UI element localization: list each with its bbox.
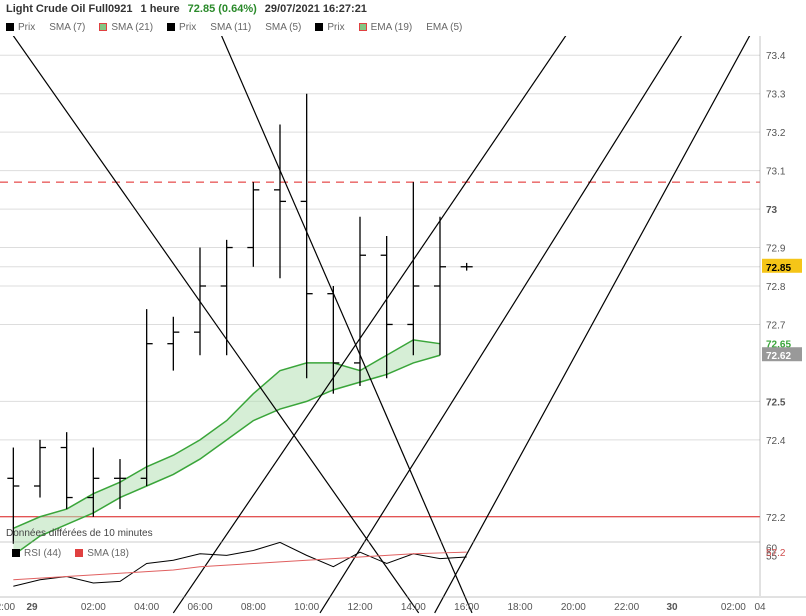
svg-text:72.85: 72.85 [766,263,791,274]
legend-item: SMA (5) [265,22,301,33]
svg-text:20:00: 20:00 [561,602,586,613]
svg-text:30: 30 [666,602,678,613]
legend-item: EMA (19) [359,22,413,33]
last-price: 72.85 (0.64%) [188,3,257,15]
svg-text:73.1: 73.1 [766,167,786,178]
svg-text:22:00: 22:00 [614,602,639,613]
interval: 1 heure [141,3,180,15]
svg-text:72.9: 72.9 [766,244,786,255]
svg-text:72.62: 72.62 [766,351,791,362]
svg-text:73: 73 [766,205,778,216]
svg-text:72.2: 72.2 [766,513,786,524]
svg-text:73.3: 73.3 [766,90,786,101]
chart-area[interactable]: 72.2 72.4 72.5 72.7 72.8 72.85 72.9 73 73.1 73.2 7… [0,36,806,616]
legend-item: Prix [6,22,35,33]
timestamp: 29/07/2021 16:27:21 [265,3,367,15]
svg-text:04:00: 04:00 [134,602,159,613]
svg-text:18:00: 18:00 [507,602,532,613]
svg-text:08:00: 08:00 [241,602,266,613]
legend-item: SMA (11) [210,22,251,33]
svg-text:73.4: 73.4 [766,51,786,62]
svg-text:10:00: 10:00 [294,602,319,613]
legend-item: SMA (7) [49,22,85,33]
svg-text:02:00: 02:00 [721,602,746,613]
svg-text:57.2: 57.2 [766,548,786,559]
svg-text:72.8: 72.8 [766,282,786,293]
svg-text:14:00: 14:00 [401,602,426,613]
legend-item: RSI (44) [12,548,61,559]
legend-item: Prix [315,22,344,33]
svg-text:12:00: 12:00 [347,602,372,613]
svg-text:72.7: 72.7 [766,320,786,331]
legend-item: EMA (5) [426,22,462,33]
svg-text:04: 04 [754,602,766,613]
svg-text:73.2: 73.2 [766,128,786,139]
symbol-name: Light Crude Oil Full0921 [6,3,133,15]
svg-text:72.5: 72.5 [766,397,786,408]
legend-item: SMA (21) [99,22,153,33]
legend-main: Prix SMA (7) SMA (21) Prix SMA (11) SMA (5) Pr… [0,18,806,36]
svg-text:16:00: 16:00 [454,602,479,613]
svg-text:72.4: 72.4 [766,436,786,447]
svg-text:06:00: 06:00 [187,602,212,613]
legend-item: SMA (18) [75,548,129,559]
svg-text:29: 29 [26,602,38,613]
legend-item: Prix [167,22,196,33]
delayed-data-note: Données différées de 10 minutes [6,528,153,539]
svg-text:02:00: 02:00 [81,602,106,613]
title-bar: Light Crude Oil Full0921 1 heure 72.85 (… [0,0,806,18]
svg-text:2:00: 2:00 [0,602,16,613]
legend-rsi: RSI (44) SMA (18) [6,544,135,562]
